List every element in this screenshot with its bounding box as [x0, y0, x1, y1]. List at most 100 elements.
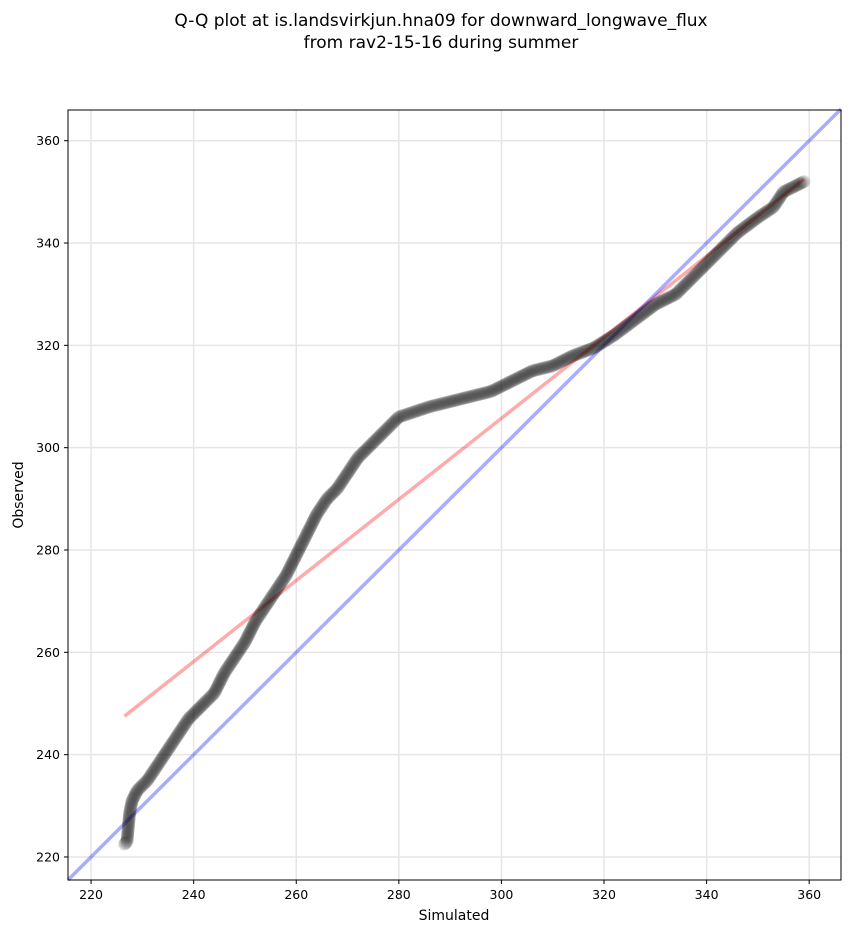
qq-point	[419, 401, 433, 415]
qq-point	[601, 332, 615, 346]
qq-point	[424, 399, 438, 413]
qq-point	[175, 722, 189, 736]
qq-point	[291, 545, 305, 559]
qq-point	[316, 498, 330, 512]
qq-point	[517, 368, 531, 382]
qq-point	[635, 307, 649, 321]
qq-point	[515, 369, 529, 383]
qq-point	[596, 335, 610, 349]
qq-point	[759, 205, 773, 219]
qq-point	[133, 781, 147, 795]
qq-point	[364, 438, 378, 452]
qq-point	[480, 385, 494, 399]
qq-point	[250, 612, 264, 626]
x-tick-label: 260	[284, 887, 308, 902]
qq-point	[298, 530, 312, 544]
qq-point	[262, 594, 276, 608]
qq-point	[763, 202, 777, 216]
qq-point	[250, 611, 264, 625]
qq-point	[776, 186, 790, 200]
qq-point	[673, 283, 687, 297]
qq-point	[355, 446, 369, 460]
qq-point	[619, 320, 633, 334]
qq-point	[520, 367, 534, 381]
qq-point	[492, 380, 506, 394]
qq-point	[466, 389, 480, 403]
qq-point	[130, 783, 144, 797]
qq-point	[393, 410, 407, 424]
qq-point	[220, 663, 234, 677]
qq-point	[663, 290, 677, 304]
qq-point	[212, 676, 226, 690]
qq-point	[623, 317, 637, 331]
qq-point	[189, 705, 203, 719]
qq-point	[774, 189, 788, 203]
1-1-line	[66, 107, 843, 882]
qq-point	[538, 361, 552, 375]
qq-point	[575, 345, 589, 359]
qq-point	[660, 292, 674, 306]
qq-point	[247, 617, 261, 631]
qq-point	[221, 660, 235, 674]
qq-point	[772, 191, 786, 205]
qq-point	[653, 295, 667, 309]
qq-point	[736, 222, 750, 236]
qq-point	[190, 704, 204, 718]
qq-point	[396, 409, 410, 423]
qq-point	[461, 390, 475, 404]
qq-point	[335, 475, 349, 489]
qq-point	[530, 363, 544, 377]
qq-point	[687, 270, 701, 284]
qq-point	[286, 554, 300, 568]
qq-point	[581, 343, 595, 357]
qq-point	[715, 242, 729, 256]
qq-point	[176, 721, 190, 735]
qq-point	[744, 216, 758, 230]
qq-point	[219, 664, 233, 678]
qq-point	[315, 500, 329, 514]
qq-point	[411, 404, 425, 418]
qq-point	[455, 392, 469, 406]
qq-point	[233, 643, 247, 657]
qq-point	[223, 658, 237, 672]
qq-point	[591, 338, 605, 352]
qq-point	[617, 321, 631, 335]
qq-point	[444, 394, 458, 408]
qq-point	[698, 258, 712, 272]
qq-point	[306, 515, 320, 529]
qq-point	[319, 493, 333, 507]
x-tick-label: 240	[182, 887, 206, 902]
qq-point	[578, 344, 592, 358]
qq-point	[490, 382, 504, 396]
qq-point	[181, 713, 195, 727]
qq-point	[163, 739, 177, 753]
qq-point	[553, 355, 567, 369]
qq-point	[493, 380, 507, 394]
qq-point	[252, 609, 266, 623]
qq-point	[510, 371, 524, 385]
qq-point	[293, 541, 307, 555]
qq-point	[160, 744, 174, 758]
qq-point	[778, 184, 792, 198]
qq-point	[595, 336, 609, 350]
x-tick-label: 320	[592, 887, 616, 902]
qq-point	[747, 214, 761, 228]
qq-point	[122, 808, 136, 822]
qq-point	[780, 183, 794, 197]
qq-point	[770, 195, 784, 209]
qq-point	[518, 367, 532, 381]
qq-point	[149, 760, 163, 774]
qq-point	[134, 780, 148, 794]
qq-point	[302, 522, 316, 536]
qq-point	[410, 404, 424, 418]
qq-point	[209, 682, 223, 696]
qq-point	[606, 329, 620, 343]
qq-point	[120, 835, 134, 849]
qq-point	[751, 210, 765, 224]
qq-point	[610, 326, 624, 340]
qq-point	[204, 689, 218, 703]
qq-point	[685, 271, 699, 285]
qq-point	[177, 718, 191, 732]
qq-point	[264, 591, 278, 605]
qq-point	[281, 564, 295, 578]
